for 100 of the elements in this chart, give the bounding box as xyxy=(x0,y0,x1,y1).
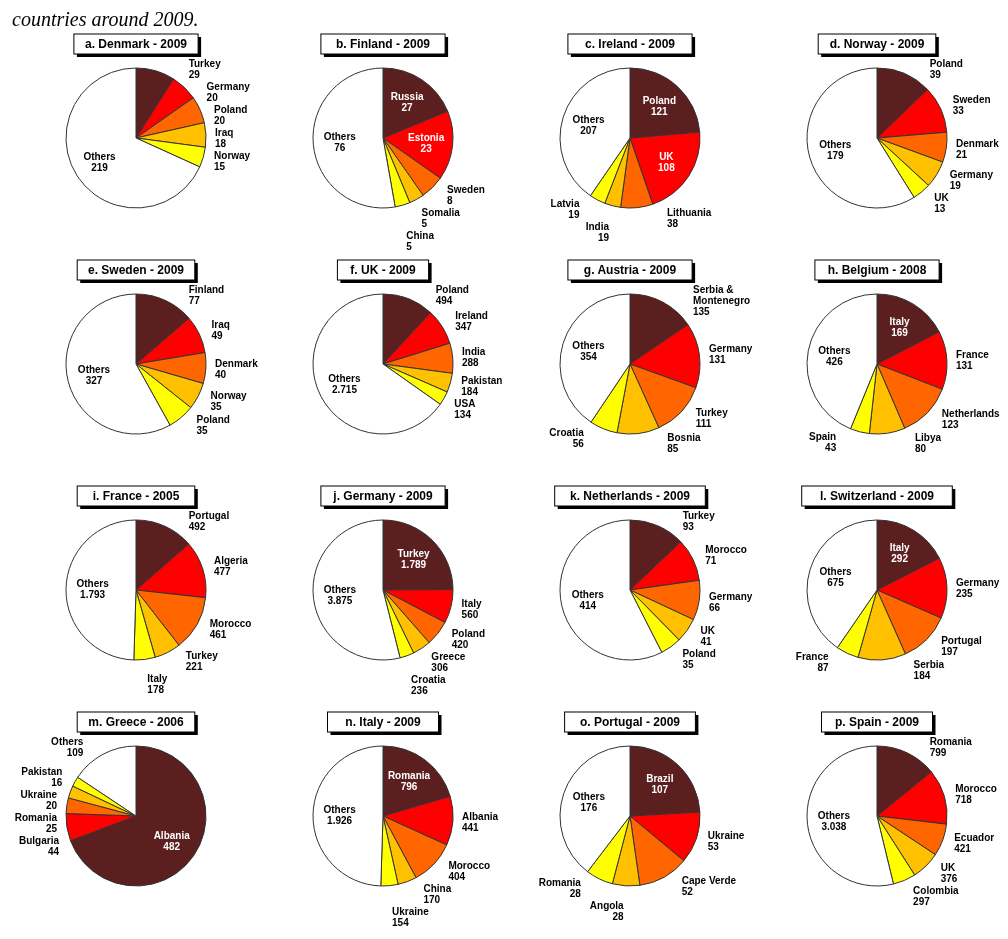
data-label: 8 xyxy=(447,194,454,206)
data-label: 494 xyxy=(435,295,453,306)
slice-label: Turkey xyxy=(682,510,716,521)
data-label: 5 xyxy=(406,240,413,252)
slice-label: USA xyxy=(454,397,476,409)
slice-label: Germany xyxy=(709,590,753,602)
slice-label: Morocco xyxy=(209,618,252,630)
slice-label: Others xyxy=(83,150,117,162)
data-label: 20 xyxy=(46,799,58,811)
slice-label: Ukraine xyxy=(707,830,745,842)
data-label: 347 xyxy=(455,321,473,333)
slice-label: Others xyxy=(328,372,362,384)
data-label: 3.038 xyxy=(821,821,847,833)
slice-label: Romania xyxy=(929,736,973,747)
slice-label: Romania xyxy=(387,770,431,782)
chart-title: b. Finland - 2009 xyxy=(335,37,431,51)
slice-label: France xyxy=(956,348,990,360)
slice-label: Pakistan xyxy=(21,765,63,777)
slice-label: Ukraine xyxy=(20,788,58,800)
slice-label: Croatia xyxy=(411,674,446,686)
slice-label: UK xyxy=(934,191,950,203)
data-label: 297 xyxy=(913,896,931,908)
chart-title: h. Belgium - 2008 xyxy=(827,263,927,277)
slice-label: Denmark xyxy=(956,137,1000,149)
slice-label: Others xyxy=(817,810,851,822)
slice-label: Others xyxy=(51,736,84,747)
slice-label: Norway xyxy=(214,150,251,161)
slice-label: Bulgaria xyxy=(18,834,60,846)
data-label: 170 xyxy=(423,893,441,905)
slice-label: Others xyxy=(572,340,606,352)
slice-label: Morocco xyxy=(705,544,747,556)
slice-label: Lithuania xyxy=(666,206,712,218)
chart-title: n. Italy - 2009 xyxy=(345,715,422,729)
slice-label: Algeria xyxy=(213,555,249,567)
slice-label: Ukraine xyxy=(392,905,430,917)
slice-label: Bosnia xyxy=(667,432,702,444)
data-label: 219 xyxy=(91,161,109,173)
slice-label: Sweden xyxy=(952,94,991,106)
data-label: 236 xyxy=(411,685,429,697)
slice-label: Cape Verde xyxy=(681,874,737,886)
data-label: 235 xyxy=(956,587,974,599)
data-label: 15 xyxy=(214,161,226,172)
data-label: 477 xyxy=(213,566,232,578)
data-label: 93 xyxy=(682,521,695,532)
slice-label: Italy xyxy=(147,673,168,685)
data-label: 18 xyxy=(215,138,227,149)
slice-label: UK xyxy=(940,862,956,874)
data-label: 131 xyxy=(709,353,727,365)
slice-label: India xyxy=(585,220,610,232)
slice-label: Albania xyxy=(462,810,499,822)
slice-label: Germany xyxy=(956,576,1000,588)
data-label: 35 xyxy=(196,425,209,437)
data-label: 560 xyxy=(461,608,479,620)
data-label: 76 xyxy=(334,141,346,153)
slice-label: Italy xyxy=(461,597,483,609)
data-label: 19 xyxy=(568,208,580,220)
slice-label: Poland xyxy=(435,284,469,295)
chart-title: m. Greece - 2006 xyxy=(88,715,185,729)
data-label: 306 xyxy=(431,662,449,674)
slice-label: Romania xyxy=(538,876,582,888)
data-label: 19 xyxy=(949,179,962,191)
data-label: 39 xyxy=(929,69,942,80)
data-label: 56 xyxy=(572,438,585,450)
chart-title: o. Portugal - 2009 xyxy=(579,715,681,729)
data-label: 426 xyxy=(826,355,844,367)
chart-title: e. Sweden - 2009 xyxy=(87,263,185,277)
slice-label: Morocco xyxy=(955,782,997,794)
data-label: 123 xyxy=(941,419,959,431)
slice-label: Sweden xyxy=(447,183,485,195)
data-label: 43 xyxy=(825,441,837,453)
data-label: 1.789 xyxy=(401,559,427,571)
data-label: 179 xyxy=(826,149,845,161)
data-label: 376 xyxy=(940,873,958,885)
slice-label: Others xyxy=(572,114,606,126)
data-label: 178 xyxy=(147,684,165,696)
slice-label: France xyxy=(795,651,830,663)
slice-label: Iraq xyxy=(211,319,230,331)
data-label: 292 xyxy=(891,552,909,564)
slice-label: Others xyxy=(76,578,110,590)
data-label: 53 xyxy=(707,841,720,853)
data-label: 52 xyxy=(681,885,694,897)
data-label: 197 xyxy=(941,646,959,658)
data-label: 169 xyxy=(891,326,909,338)
data-label: 2.715 xyxy=(331,383,358,395)
data-label: 35 xyxy=(682,659,695,671)
data-label: 354 xyxy=(580,351,598,363)
slice-label: Poland xyxy=(196,414,230,426)
slice-label: Ecuador xyxy=(954,832,995,844)
data-label: 20 xyxy=(214,115,226,126)
data-label: 404 xyxy=(448,870,466,882)
slice-label: Poland xyxy=(451,628,486,640)
data-label: 482 xyxy=(163,840,181,852)
slice-label: Germany xyxy=(709,342,753,354)
data-label: 80 xyxy=(914,443,927,455)
data-label: 21 xyxy=(956,148,968,160)
slice-label: Pakistan xyxy=(461,374,503,386)
data-label: 1.793 xyxy=(80,589,106,601)
data-label: 107 xyxy=(651,784,669,796)
slice-label: Brazil xyxy=(646,773,674,785)
slice-label: Others xyxy=(323,804,357,816)
